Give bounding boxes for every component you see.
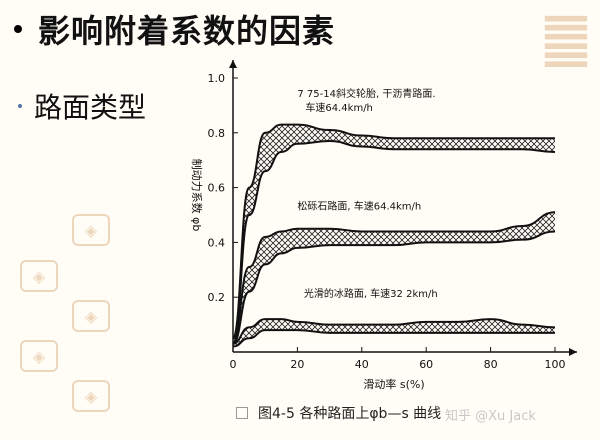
seal-stamp: ◈: [72, 214, 110, 246]
title-bullet-icon: [14, 25, 22, 33]
series-lower-line: [232, 140, 556, 345]
y-tick-label: 0.2: [208, 291, 226, 304]
x-tick-label: 100: [545, 358, 566, 371]
chart-axes: [229, 60, 577, 356]
figure-caption-row: 图4-5 各种路面上φb—s 曲线: [236, 403, 441, 423]
series-label: 车速64.4km/h: [305, 101, 373, 114]
x-tick-label: 40: [355, 358, 369, 371]
x-tick-label: 60: [419, 358, 433, 371]
seal-stamp: ◈: [72, 380, 110, 412]
figure-caption: 图4-5 各种路面上φb—s 曲线: [258, 406, 442, 422]
subtitle-bullet-icon: [18, 104, 22, 108]
slide-title-row: 影响附着系数的因素: [14, 6, 335, 52]
slide-title: 影响附着系数的因素: [38, 12, 336, 50]
series-label: 7 75-14斜交轮胎, 干沥青路面.: [297, 87, 435, 100]
x-tick-label: 20: [290, 358, 304, 371]
seal-stamp: ◈: [72, 300, 110, 332]
series-label: 松砾石路面, 车速64.4km/h: [297, 200, 421, 213]
series-lower-line: [232, 230, 556, 345]
slide-subtitle: 路面类型: [34, 91, 147, 124]
x-axis-label: 滑动率 s(%): [363, 377, 424, 391]
seal-stamp: ◈: [20, 340, 58, 372]
x-tick-label: 0: [230, 358, 237, 371]
x-axis-arrow-icon: [569, 348, 577, 356]
seal-watermark-top-right: ䷀: [532, 4, 600, 72]
caption-checkbox-icon: [236, 407, 248, 419]
series-upper-line: [232, 318, 556, 345]
series-lower-line: [232, 329, 555, 348]
series-upper-line: [232, 211, 556, 340]
x-tick-label: 80: [484, 358, 498, 371]
series-band-fill: [233, 212, 555, 344]
y-tick-label: 1.0: [208, 72, 226, 85]
y-tick-label: 0.6: [208, 182, 226, 195]
series-band-fill: [233, 124, 555, 344]
y-tick-label: 0.8: [208, 127, 226, 140]
zhihu-watermark: 知乎 @Xu Jack: [445, 409, 536, 424]
y-tick-label: 0.4: [208, 236, 226, 249]
y-axis-label: 制动力系数 φb: [190, 159, 203, 232]
chart-bands: [232, 123, 556, 348]
chart-labels: 0 20 40 60 80 100 0.2 0.4 0.6 0.8 1.0 滑动率 s(%) 制动力系数…: [190, 72, 566, 391]
seal-stamp: ◈: [20, 260, 58, 292]
series-upper-line: [232, 123, 555, 340]
y-axis-arrow-icon: [229, 60, 237, 68]
subtitle-row: 路面类型: [18, 86, 146, 126]
series-label: 光滑的冰路面, 车速32 2km/h: [304, 287, 438, 300]
